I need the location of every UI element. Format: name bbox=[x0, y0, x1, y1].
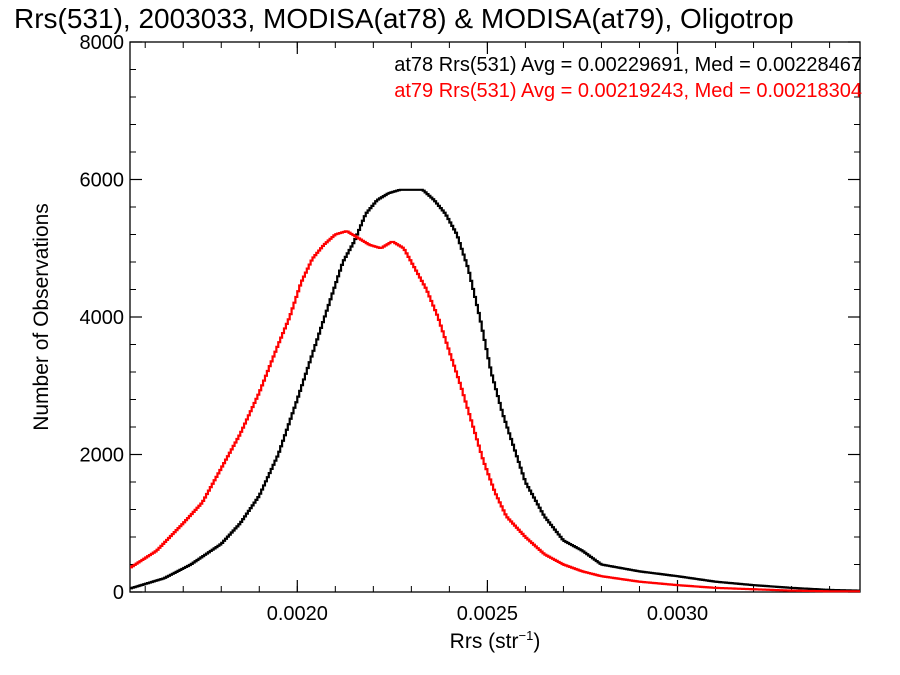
x-axis-label-superscript: −1 bbox=[519, 628, 534, 643]
x-axis-label: Rrs (str−1) bbox=[450, 628, 541, 653]
y-axis-label: Number of Observations bbox=[30, 203, 53, 431]
y-tick-label: 4000 bbox=[80, 307, 125, 329]
y-tick-label: 8000 bbox=[80, 32, 125, 54]
y-axis-ticks: 0 2000 4000 6000 8000 bbox=[80, 32, 860, 604]
x-axis-ticks: 0.0020 0.0025 0.0030 bbox=[144, 42, 831, 625]
x-tick-label: 0.0020 bbox=[267, 603, 328, 625]
x-axis-label-close: ) bbox=[533, 630, 540, 653]
legend-entry-1: at78 Rrs(531) Avg = 0.00229691, Med = 0.… bbox=[394, 54, 862, 76]
legend-entry-2: at79 Rrs(531) Avg = 0.00219243, Med = 0.… bbox=[394, 80, 862, 102]
y-tick-label: 2000 bbox=[80, 445, 125, 467]
legend: at78 Rrs(531) Avg = 0.00229691, Med = 0.… bbox=[394, 54, 862, 102]
x-tick-label: 0.0025 bbox=[457, 603, 518, 625]
series-layer bbox=[130, 188, 860, 593]
y-tick-label: 0 bbox=[113, 582, 124, 604]
plot-frame bbox=[129, 41, 861, 593]
chart-title: Rrs(531), 2003033, MODISA(at78) & MODISA… bbox=[14, 3, 794, 34]
series-line-1 bbox=[130, 188, 860, 592]
x-axis-label-main: Rrs (str bbox=[450, 630, 519, 653]
series-line-2 bbox=[130, 230, 860, 593]
y-tick-label: 6000 bbox=[80, 170, 125, 192]
x-tick-label: 0.0030 bbox=[647, 603, 708, 625]
plot-area bbox=[129, 41, 861, 593]
